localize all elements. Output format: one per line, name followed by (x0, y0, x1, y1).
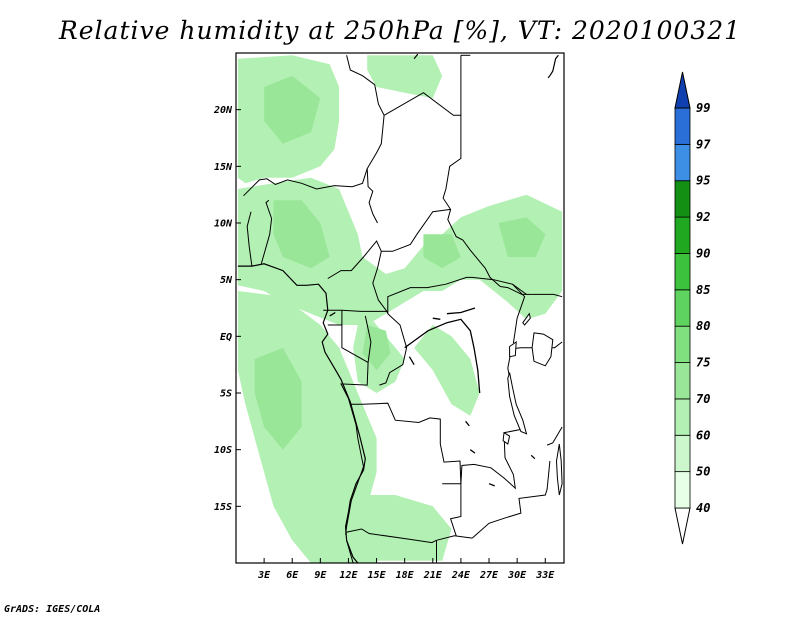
border-line-1 (383, 55, 462, 116)
map-title: Relative humidity at 250hPa [%], VT: 202… (58, 16, 742, 45)
river-segment-6 (465, 420, 470, 427)
latitude-ticks: 20N 15N 10N 5N EQ 5S 10S 15S (213, 105, 241, 513)
lat-tick-label: 15N (214, 162, 233, 173)
border-line-18 (442, 483, 462, 536)
country-borders (243, 54, 563, 563)
lat-tick-label: 20N (213, 105, 233, 116)
border-line-24 (471, 460, 551, 539)
humidity-region-10 (254, 347, 302, 450)
lon-tick-label: 9E (314, 570, 327, 581)
humidity-region-1 (367, 55, 443, 99)
lon-tick-label: 30E (507, 570, 527, 581)
humidity-region-2 (237, 177, 563, 325)
lake-2 (555, 443, 563, 496)
border-line-23 (512, 283, 526, 344)
border-line-6 (387, 276, 527, 314)
border-line-21 (460, 428, 522, 490)
lon-tick-label: 18E (396, 570, 415, 581)
lakes (502, 312, 563, 496)
lon-tick-label: 6E (286, 570, 299, 581)
humidity-region-6 (414, 325, 480, 416)
border-line-5 (372, 251, 389, 314)
lat-tick-label: 5S (220, 389, 232, 400)
coastlines (237, 53, 559, 563)
grads-credit: GrADS: IGES/COLA (4, 604, 101, 615)
lat-tick-label: 10S (214, 445, 232, 456)
river-segment-8 (530, 454, 536, 460)
river-segment-1 (446, 307, 476, 315)
lon-tick-label: 33E (535, 570, 555, 581)
river-segment-4 (408, 356, 415, 366)
border-line-9 (260, 199, 273, 264)
lake-0 (531, 332, 554, 367)
humidity-region-8 (264, 75, 321, 144)
lat-tick-label: 5N (220, 275, 233, 286)
border-line-10 (323, 309, 387, 312)
river-segment-3 (329, 311, 336, 317)
lat-tick-label: EQ (220, 332, 232, 343)
longitude-ticks: 3E 6E 9E 12E 15E 18E 21E 24E 27E 30E 33E (257, 558, 555, 581)
coastline-1 (413, 53, 419, 60)
lon-tick-label: 12E (339, 570, 358, 581)
humidity-region-4 (357, 495, 452, 561)
border-line-25 (546, 426, 563, 446)
border-line-3 (442, 115, 527, 295)
lon-tick-label: 15E (368, 570, 387, 581)
coastline-2 (547, 54, 559, 79)
humidity-region-11 (498, 217, 546, 257)
border-line-13 (340, 362, 369, 403)
border-line-0 (346, 55, 385, 224)
border-line-15 (350, 402, 462, 484)
lon-tick-label: 3E (257, 570, 271, 581)
lat-tick-label: 15S (214, 502, 232, 513)
lon-tick-label: 27E (479, 570, 499, 581)
humidity-shading (237, 55, 563, 563)
lake-3 (509, 341, 517, 358)
lat-tick-label: 10N (214, 219, 233, 230)
border-line-14 (379, 313, 408, 386)
river-segment-2 (432, 317, 441, 320)
border-line-8 (246, 211, 253, 267)
lon-tick-label: 21E (423, 570, 443, 581)
border-line-7 (243, 168, 368, 197)
rivers (329, 307, 536, 487)
humidity-region-9 (423, 234, 461, 269)
lake-1 (507, 372, 528, 435)
coastline-0 (237, 263, 366, 563)
lon-tick-label: 24E (451, 570, 471, 581)
map-frame (235, 52, 565, 564)
river-segment-0 (404, 318, 481, 394)
river-segment-5 (469, 449, 476, 454)
lake-5 (502, 431, 511, 445)
river-segment-7 (488, 483, 495, 487)
border-line-27 (531, 293, 563, 298)
border-line-17 (345, 528, 473, 544)
humidity-region-7 (273, 200, 330, 269)
lake-4 (522, 312, 531, 326)
